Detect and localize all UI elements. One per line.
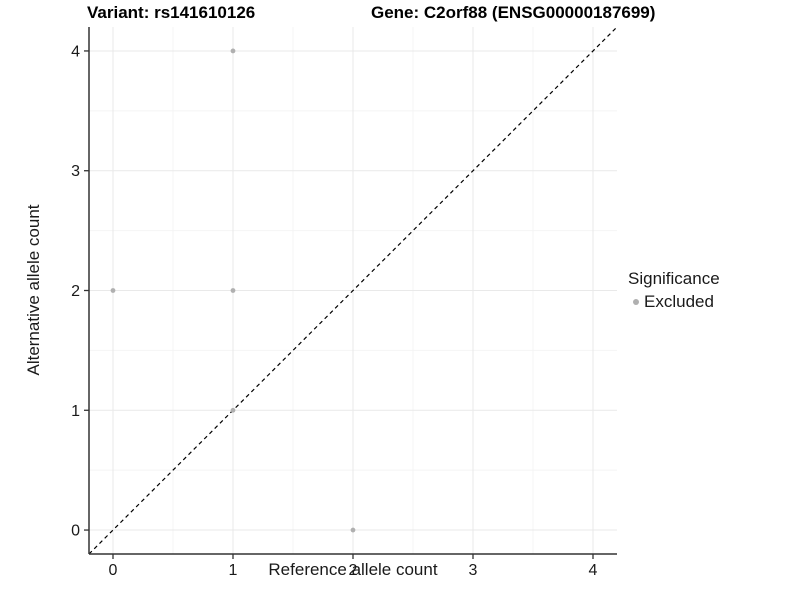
x-tick-label: 3 <box>469 562 478 579</box>
y-tick-label: 4 <box>71 43 80 60</box>
x-tick-label: 1 <box>229 562 238 579</box>
data-point <box>110 288 116 293</box>
legend-item-label: Excluded <box>644 292 714 311</box>
data-point <box>230 288 236 293</box>
legend-item-excluded: Excluded <box>628 292 720 312</box>
x-tick-label: 2 <box>349 562 358 579</box>
excluded-marker-icon <box>633 299 639 305</box>
y-axis-title: Alternative allele count <box>24 204 43 376</box>
plot-title-variant: Variant: rs141610126 <box>87 3 256 22</box>
data-point <box>350 527 356 533</box>
plot-title-gene: Gene: C2orf88 (ENSG00000187699) <box>371 3 656 22</box>
data-point <box>230 407 236 413</box>
x-tick-label: 0 <box>109 562 118 579</box>
data-point <box>230 48 236 54</box>
y-tick-label: 3 <box>71 163 80 180</box>
y-tick-label: 0 <box>71 523 80 540</box>
x-axis-title: Reference allele count <box>268 560 438 579</box>
y-tick-label: 2 <box>71 283 80 300</box>
identity-reference-line <box>88 26 618 555</box>
y-tick-label: 1 <box>71 403 80 420</box>
legend: Significance Excluded <box>628 269 720 312</box>
x-tick-label: 4 <box>589 562 598 579</box>
legend-title: Significance <box>628 269 720 288</box>
